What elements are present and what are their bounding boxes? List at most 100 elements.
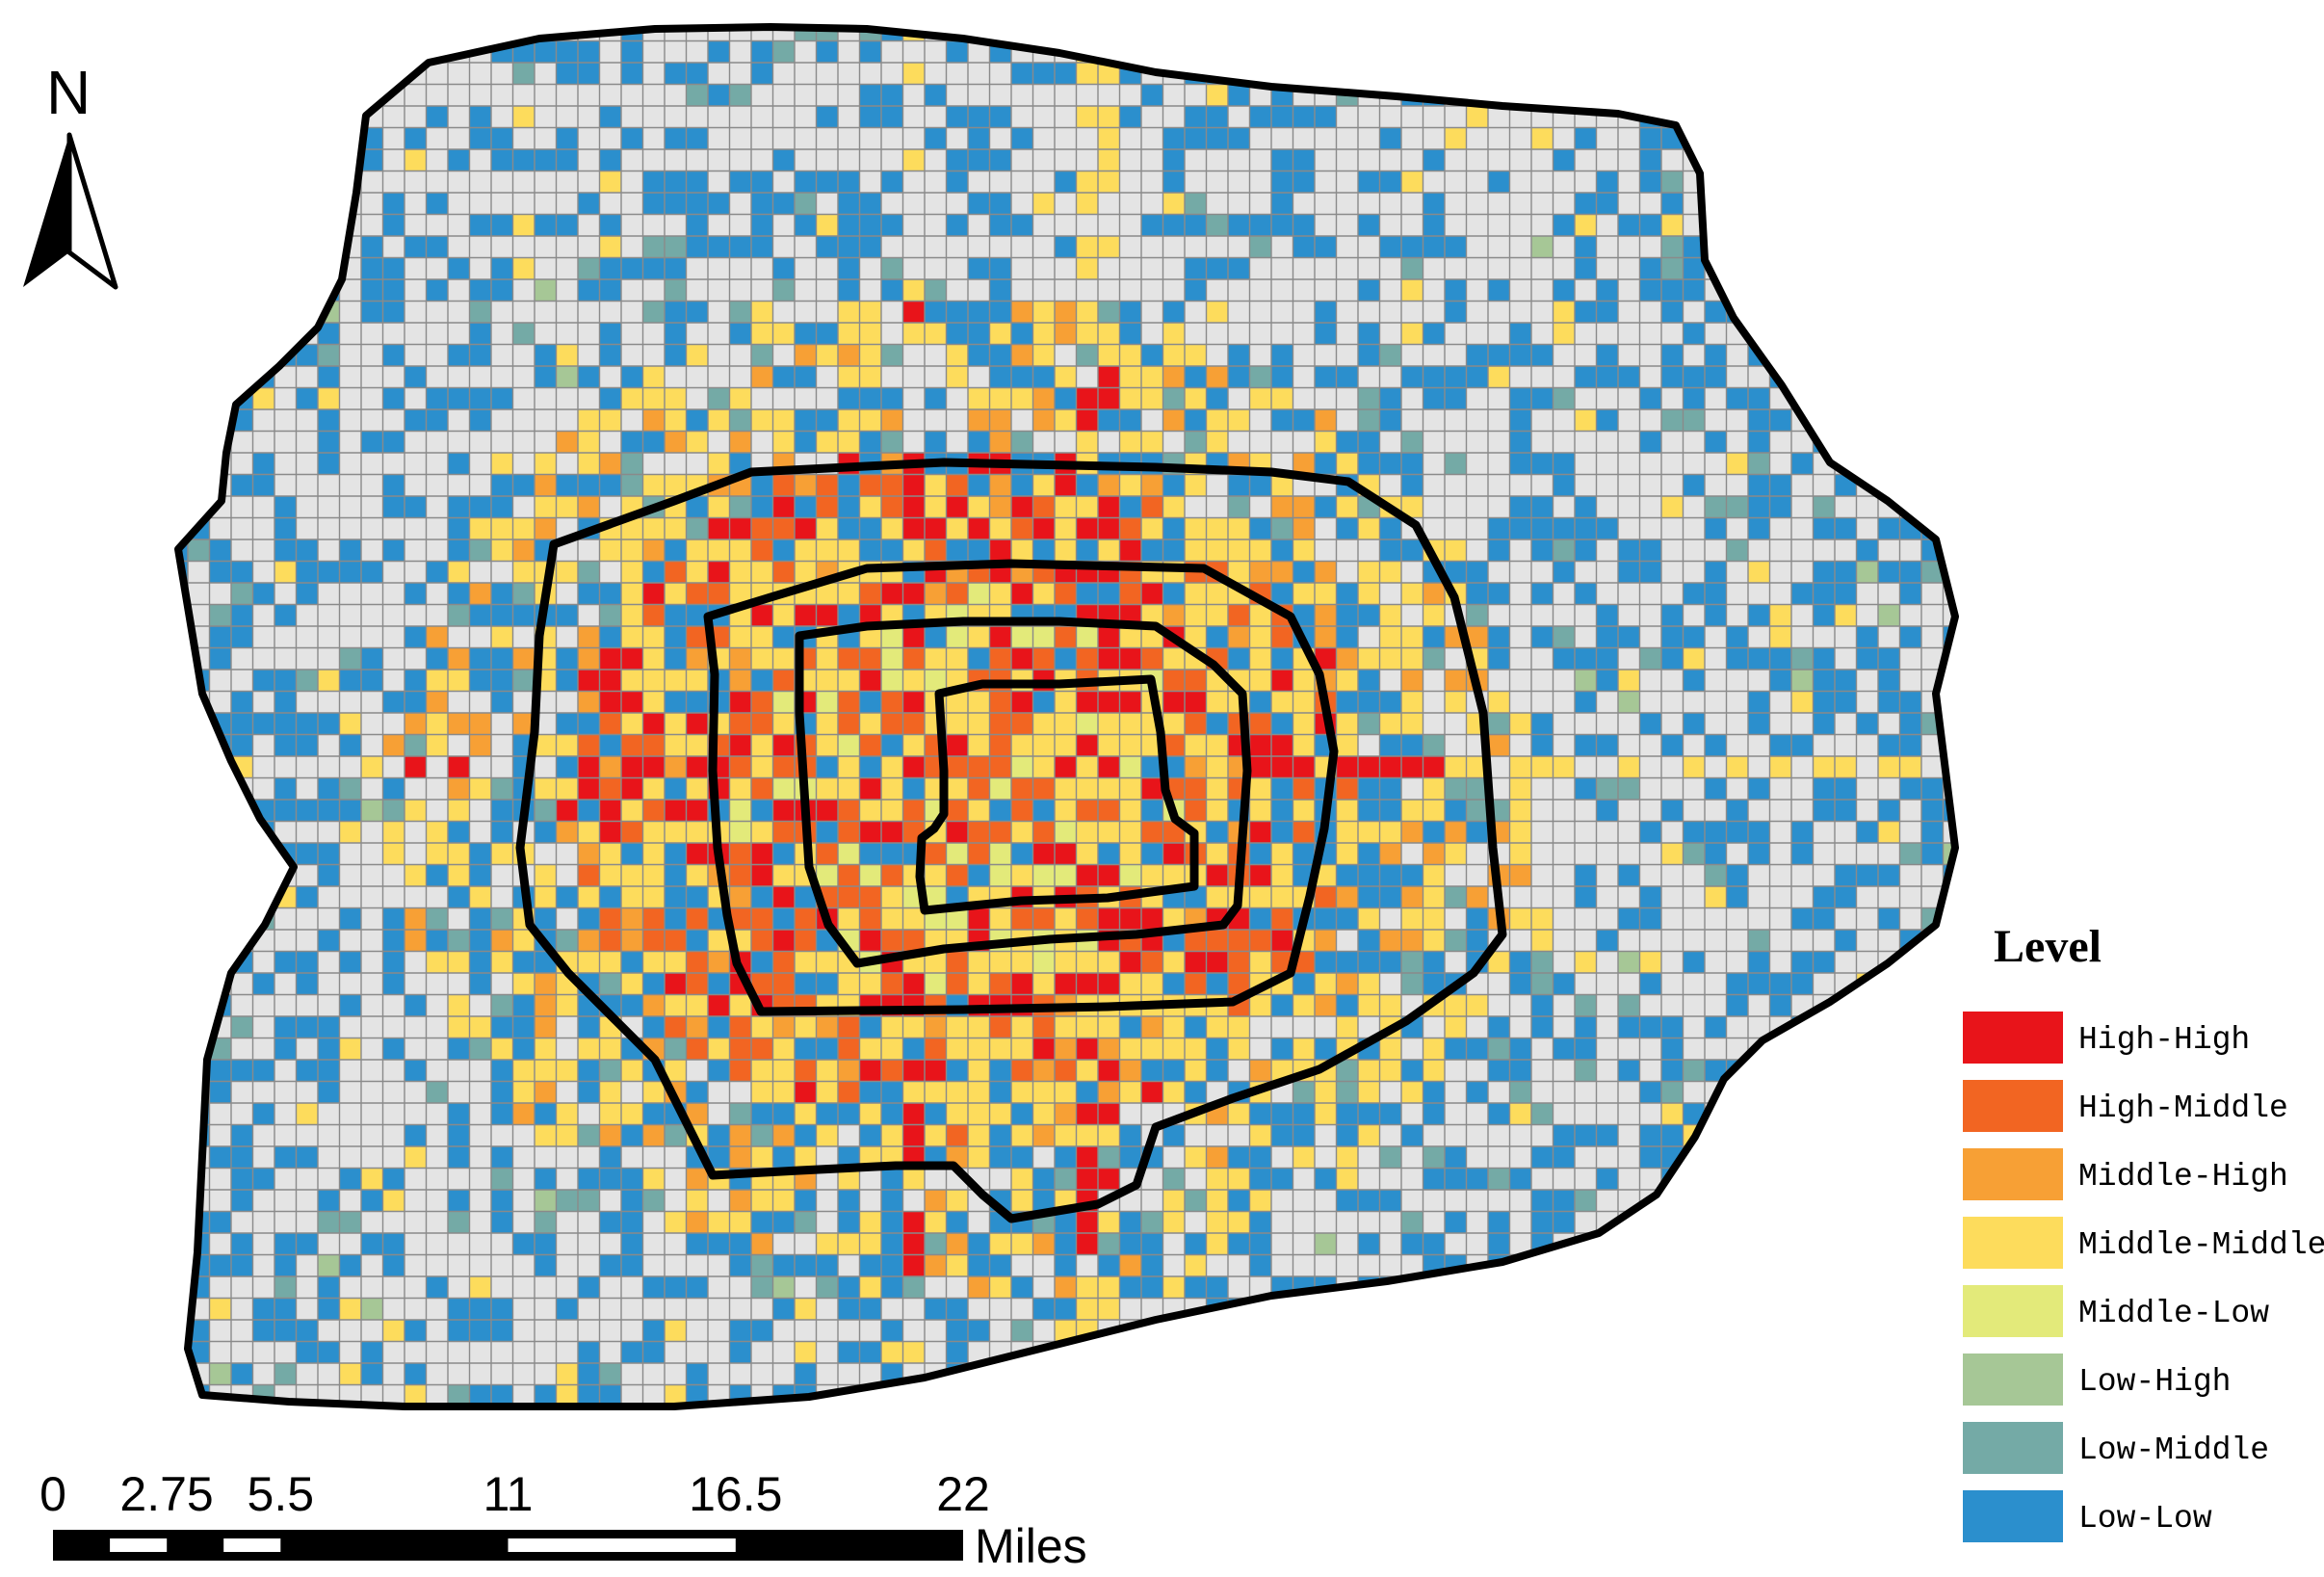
legend-label: Middle-High bbox=[2078, 1159, 2288, 1195]
grid-cell bbox=[426, 864, 448, 886]
grid-cell bbox=[382, 1254, 405, 1276]
grid-cell bbox=[252, 864, 274, 886]
grid-cell bbox=[1921, 127, 1944, 149]
grid-cell bbox=[1249, 1211, 1271, 1233]
grid-cell bbox=[729, 994, 751, 1016]
grid-cell bbox=[642, 800, 665, 822]
grid-cell bbox=[426, 409, 448, 432]
grid-cell bbox=[1899, 1081, 1921, 1103]
grid-cell bbox=[1249, 930, 1271, 952]
grid-cell bbox=[1249, 734, 1271, 756]
grid-cell bbox=[1271, 1103, 1293, 1125]
grid-cell bbox=[1076, 1124, 1098, 1146]
grid-cell bbox=[729, 1103, 751, 1125]
grid-cell bbox=[556, 214, 578, 236]
grid-cell bbox=[144, 518, 167, 540]
grid-cell bbox=[1445, 1363, 1467, 1385]
grid-cell bbox=[621, 1168, 643, 1190]
grid-cell bbox=[1639, 40, 1661, 63]
scale-bar-tick-label: 2.75 bbox=[119, 1467, 213, 1521]
grid-cell bbox=[686, 1168, 708, 1190]
grid-cell bbox=[231, 1168, 253, 1190]
grid-cell bbox=[178, 387, 188, 409]
grid-cell bbox=[751, 193, 773, 215]
grid-cell bbox=[1423, 647, 1445, 670]
grid-cell bbox=[1683, 756, 1705, 778]
grid-cell bbox=[318, 193, 340, 215]
grid-cell bbox=[1856, 1341, 1878, 1363]
grid-cell bbox=[144, 1103, 167, 1125]
grid-cell bbox=[1032, 907, 1055, 930]
grid-cell bbox=[946, 821, 968, 843]
grid-cell bbox=[599, 1168, 621, 1190]
grid-cell bbox=[178, 344, 188, 366]
grid-cell bbox=[1249, 236, 1271, 258]
grid-cell bbox=[1271, 800, 1293, 822]
grid-cell bbox=[1466, 777, 1488, 800]
grid-cell bbox=[1509, 973, 1531, 995]
grid-cell bbox=[946, 1103, 968, 1125]
grid-cell bbox=[1401, 886, 1423, 908]
grid-cell bbox=[1705, 843, 1727, 865]
grid-cell bbox=[1185, 1146, 1207, 1169]
grid-cell bbox=[751, 647, 773, 670]
grid-cell bbox=[1748, 1190, 1770, 1212]
grid-cell bbox=[448, 1038, 470, 1060]
grid-cell bbox=[1119, 864, 1141, 886]
grid-cell bbox=[599, 257, 621, 279]
grid-cell bbox=[859, 691, 881, 713]
grid-cell bbox=[1401, 713, 1423, 735]
grid-cell bbox=[1596, 930, 1618, 952]
grid-cell bbox=[751, 1233, 773, 1255]
grid-cell bbox=[1661, 1254, 1684, 1276]
grid-cell bbox=[448, 1146, 470, 1169]
grid-cell bbox=[252, 1320, 274, 1342]
grid-cell bbox=[1575, 409, 1597, 432]
grid-cell bbox=[1835, 930, 1857, 952]
grid-cell bbox=[1466, 1168, 1488, 1190]
grid-cell bbox=[816, 236, 838, 258]
grid-cell bbox=[1705, 604, 1727, 626]
grid-cell bbox=[1185, 106, 1207, 128]
grid-cell bbox=[1943, 907, 1955, 930]
grid-cell bbox=[946, 40, 968, 63]
grid-cell bbox=[252, 257, 274, 279]
grid-cell bbox=[1726, 149, 1748, 171]
grid-cell bbox=[968, 474, 990, 496]
grid-cell bbox=[1575, 257, 1597, 279]
grid-cell bbox=[1488, 1233, 1510, 1255]
grid-cell bbox=[1228, 1233, 1250, 1255]
grid-cell bbox=[512, 106, 535, 128]
grid-cell bbox=[1899, 734, 1921, 756]
grid-cell bbox=[556, 1060, 578, 1082]
grid-cell bbox=[881, 539, 903, 562]
grid-cell bbox=[1466, 907, 1488, 930]
grid-cell bbox=[1531, 1298, 1554, 1320]
grid-cell bbox=[968, 626, 990, 648]
grid-cell bbox=[1206, 1168, 1228, 1190]
grid-cell bbox=[1206, 800, 1228, 822]
grid-cell bbox=[1228, 1016, 1250, 1038]
grid-cell bbox=[1206, 387, 1228, 409]
legend-label: Low-Middle bbox=[2078, 1432, 2269, 1468]
grid-cell bbox=[751, 777, 773, 800]
grid-cell bbox=[1553, 149, 1575, 171]
grid-cell bbox=[925, 496, 947, 518]
grid-cell bbox=[1639, 1081, 1661, 1103]
grid-cell bbox=[686, 193, 708, 215]
grid-cell bbox=[1596, 301, 1618, 323]
grid-cell bbox=[318, 1038, 340, 1060]
grid-cell bbox=[1076, 431, 1098, 453]
grid-cell bbox=[881, 387, 903, 409]
grid-cell bbox=[1185, 1190, 1207, 1212]
grid-cell bbox=[1162, 647, 1185, 670]
grid-cell bbox=[1162, 1038, 1185, 1060]
grid-cell bbox=[1379, 1363, 1401, 1385]
grid-cell bbox=[859, 539, 881, 562]
grid-cell bbox=[1878, 106, 1900, 128]
grid-cell bbox=[989, 907, 1011, 930]
grid-cell bbox=[1249, 474, 1271, 496]
grid-cell bbox=[795, 1341, 817, 1363]
grid-cell bbox=[1249, 691, 1271, 713]
grid-cell bbox=[209, 27, 231, 41]
